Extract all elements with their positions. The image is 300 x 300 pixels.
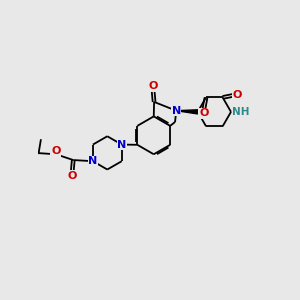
Text: O: O <box>148 81 158 91</box>
Text: O: O <box>68 171 77 181</box>
Text: N: N <box>88 156 98 166</box>
Text: N: N <box>172 106 181 116</box>
Text: O: O <box>51 146 60 156</box>
Text: NH: NH <box>232 107 250 117</box>
Polygon shape <box>176 110 198 114</box>
Text: N: N <box>117 140 126 150</box>
Text: O: O <box>199 108 208 118</box>
Text: O: O <box>232 90 242 100</box>
